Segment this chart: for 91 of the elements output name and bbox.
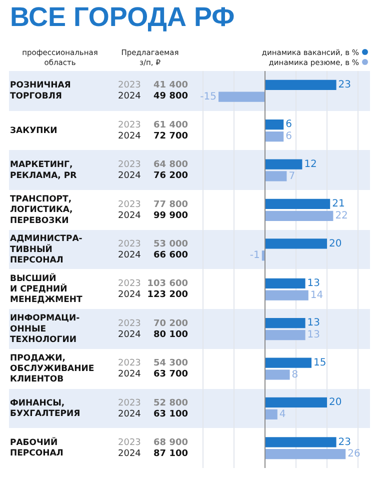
text: 77 800	[154, 200, 188, 210]
y-tick-label: ФИНАНСЫ, БУХГАЛТЕРИЯ	[10, 398, 80, 419]
data-label: 12	[304, 158, 317, 170]
data-label: 20	[329, 397, 342, 408]
data-label: 7	[288, 170, 296, 182]
text: 63 100	[154, 409, 188, 420]
text: 49 800	[154, 92, 188, 102]
text: 2023	[118, 438, 141, 448]
data-label: 22	[335, 210, 348, 222]
y-tick-label: РАБОЧИЙ ПЕРСОНАЛ	[10, 437, 64, 459]
text: 2024	[118, 409, 142, 420]
data-label: 13	[307, 278, 320, 289]
bar	[266, 198, 330, 210]
data-label: -1	[250, 250, 260, 262]
bar	[266, 449, 346, 460]
data-label: 4	[279, 409, 286, 420]
text: 2023	[118, 200, 141, 210]
bar	[262, 250, 264, 261]
text: 72 700	[154, 131, 188, 142]
data-label: 21	[332, 198, 345, 210]
y-tick-label: ИНФОРМАЦИ- ОННЫЕ ТЕХНОЛОГИИ	[10, 314, 80, 345]
bar	[266, 278, 306, 288]
bar	[266, 80, 336, 90]
bar	[266, 318, 306, 328]
data-label: 14	[310, 290, 324, 301]
text: 53 000	[154, 239, 188, 250]
bar	[218, 92, 264, 102]
bar	[266, 409, 278, 420]
text: 2024	[118, 171, 142, 182]
text: 2024	[118, 92, 142, 102]
y-tick-label: АДМИНИСТРА- ТИВНЫЙ ПЕРСОНАЛ	[10, 234, 83, 266]
data-label: 15	[314, 357, 326, 368]
text: 2023	[118, 80, 141, 91]
text: 2023	[118, 279, 141, 290]
text: 66 600	[154, 250, 188, 260]
text: 70 200	[154, 318, 188, 329]
text: 52 800	[154, 398, 188, 408]
text: 68 900	[154, 438, 188, 448]
data-label: 26	[348, 448, 360, 460]
y-tick-label: ТРАНСПОРТ, ЛОГИСТИКА, ПЕРЕВОЗКИ	[10, 194, 73, 226]
bar	[266, 171, 287, 182]
text: 103 600	[147, 279, 188, 290]
text: 2024	[118, 330, 142, 340]
data-label: 6	[286, 131, 292, 142]
text: 99 900	[154, 210, 188, 221]
bar	[266, 370, 290, 380]
text: 63 700	[154, 370, 188, 380]
text: 2024	[118, 448, 142, 459]
text: 2024	[118, 290, 142, 300]
text: 2024	[118, 370, 142, 380]
text: 2024	[118, 250, 142, 260]
text: 2023	[118, 398, 141, 408]
bar	[266, 437, 336, 448]
data-label: 23	[338, 436, 352, 448]
data-label: 23	[338, 79, 352, 90]
data-label: 13	[307, 318, 320, 329]
y-tick-label: ВЫСШИЙ И СРЕДНИЙ МЕНЕДЖМЕНТ	[10, 272, 83, 306]
bar	[266, 330, 306, 340]
data-label: -15	[200, 91, 216, 102]
y-tick-label: ПРОДАЖИ, ОБСЛУЖИВАНИЕ КЛИЕНТОВ	[10, 353, 94, 385]
data-label: 6	[286, 119, 292, 130]
y-tick-label: МАРКЕТИНГ, РЕКЛАМА, PR	[10, 160, 78, 181]
data-label: 8	[292, 369, 298, 380]
text: 64 800	[154, 160, 188, 170]
text: 41 400	[154, 80, 188, 91]
text: 123 200	[147, 290, 188, 300]
text: 2023	[118, 160, 141, 170]
text: 76 200	[154, 171, 188, 182]
bar	[266, 210, 334, 221]
bar	[266, 397, 327, 408]
text: 2023	[118, 358, 141, 369]
text: 2023	[118, 120, 141, 130]
text: 54 300	[154, 358, 188, 369]
y-tick-label: ЗАКУПКИ	[10, 126, 58, 136]
bar	[266, 358, 312, 368]
text: 2023	[118, 318, 141, 329]
text: 87 100	[154, 448, 188, 459]
text: 2023	[118, 239, 141, 250]
chart-title: ВСЕ ГОРОДА РФ	[10, 2, 235, 33]
y-tick-label: РОЗНИЧНАЯ ТОРГОВЛЯ	[10, 80, 71, 102]
text: 80 100	[154, 330, 188, 340]
bar	[266, 131, 284, 142]
data-label: 13	[307, 330, 320, 341]
text: 2024	[118, 210, 142, 221]
text: 61 400	[154, 120, 188, 130]
bar	[266, 159, 302, 170]
text: 2024	[118, 131, 142, 142]
bar	[266, 238, 327, 249]
bar	[266, 290, 308, 300]
data-label: 20	[329, 238, 342, 250]
bar	[266, 120, 284, 130]
